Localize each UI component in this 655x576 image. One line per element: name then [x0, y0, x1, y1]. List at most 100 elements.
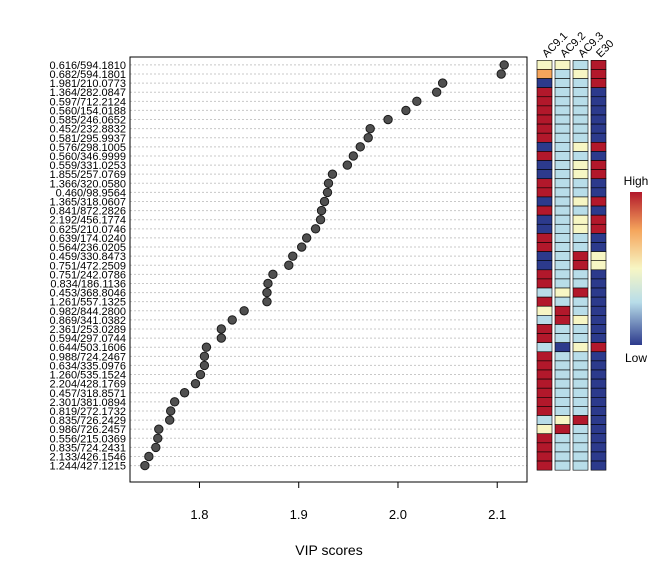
heatmap-cell: [572, 342, 589, 353]
heatmap-cell: [590, 114, 607, 125]
feature-label: 0.751/472.2509: [50, 260, 126, 272]
heatmap-cell: [590, 360, 607, 371]
heatmap-cell: [590, 60, 607, 70]
heatmap-cell: [536, 78, 553, 88]
feature-labels: 0.616/594.18100.682/594.18011.981/210.07…: [50, 60, 126, 473]
heatmap-cell: [536, 305, 553, 316]
feature-label: 0.559/331.0253: [50, 160, 126, 172]
heatmap-cell: [536, 333, 553, 343]
heatmap-cell: [590, 442, 607, 453]
heatmap-cell: [554, 96, 571, 107]
heatmap-cell: [572, 196, 589, 207]
vip-point: [301, 233, 312, 243]
heatmap-cell: [590, 69, 607, 79]
feature-label: 0.556/215.0369: [50, 433, 126, 445]
vip-point: [201, 342, 212, 352]
heatmap-cell: [590, 233, 607, 243]
x-tick-label: 1.8: [190, 507, 208, 522]
heatmap-cell: [572, 351, 589, 362]
heatmap-cell: [572, 315, 589, 325]
heatmap-cell: [572, 369, 589, 380]
heatmap-cell: [536, 460, 553, 471]
heatmap-cell: [554, 287, 571, 298]
heatmap-cell: [572, 187, 589, 198]
feature-label: 2.361/253.0289: [50, 324, 126, 336]
feature-label: 0.594/297.0744: [50, 333, 126, 345]
heatmap-cell: [572, 397, 589, 407]
heatmap-cell: [572, 114, 589, 125]
heatmap-cell: [572, 415, 589, 425]
heatmap-cell: [554, 123, 571, 134]
legend-high-label: High: [624, 174, 649, 188]
feature-label: 0.682/594.1801: [50, 69, 126, 81]
feature-label: 0.835/724.2431: [50, 442, 126, 454]
heatmap-cell: [572, 278, 589, 289]
heatmap-cell: [554, 69, 571, 79]
heatmap-cell: [536, 342, 553, 353]
vip-point: [342, 160, 353, 170]
heatmap-cell: [536, 278, 553, 289]
legend-color-bar: [630, 192, 642, 345]
heatmap-cell: [590, 223, 607, 234]
feature-label: 2.204/428.1769: [50, 379, 126, 391]
heatmap-cell: [554, 278, 571, 289]
vip-point: [316, 205, 327, 216]
heatmap-cell: [572, 378, 589, 389]
x-tick-label: 2.0: [389, 507, 407, 522]
heatmap-cell: [554, 151, 571, 161]
heatmap-cell: [572, 178, 589, 189]
feature-label: 0.576/298.1005: [50, 142, 126, 154]
feature-label: 1.364/282.0847: [50, 87, 126, 99]
x-axis: 1.8 1.9 2.0 2.1: [190, 481, 506, 522]
heatmap-cell: [554, 114, 571, 125]
heatmap-cell: [572, 324, 589, 334]
vip-point: [348, 151, 359, 161]
heatmap-cell: [572, 214, 589, 225]
vip-point: [437, 78, 448, 88]
heatmap-cell: [536, 287, 553, 298]
x-axis-title: VIP scores: [295, 542, 362, 558]
vip-point: [284, 260, 294, 270]
heatmap-cell: [590, 415, 607, 425]
heatmap-cell: [590, 123, 607, 134]
heatmap-cell: [536, 387, 553, 398]
vip-point: [140, 460, 150, 471]
vip-point: [239, 306, 249, 316]
heatmap-cell: [572, 333, 589, 343]
vip-point: [153, 433, 163, 443]
heatmap-cell: [554, 233, 571, 243]
heatmap-cell: [590, 333, 607, 343]
heatmap-cell: [590, 278, 607, 289]
feature-label: 0.457/318.8571: [50, 388, 126, 400]
heatmap-cell: [590, 424, 607, 435]
heatmap-cell: [590, 169, 607, 180]
feature-label: 0.597/712.2124: [50, 96, 126, 108]
color-legend: High Low: [624, 174, 649, 365]
heatmap-cell: [536, 433, 553, 444]
heatmap-cell: [536, 223, 553, 234]
heatmap-cell: [572, 287, 589, 298]
heatmap-cell: [572, 78, 589, 88]
heatmap-cell: [572, 305, 589, 316]
heatmap-cell: [536, 360, 553, 371]
heatmap-cell: [536, 214, 553, 225]
heatmap-cell: [554, 305, 571, 316]
heatmap-cell: [590, 196, 607, 207]
heatmap-cell: [536, 260, 553, 271]
feature-label: 0.581/295.9937: [50, 133, 126, 145]
vip-point: [431, 87, 442, 97]
heatmap-cell: [554, 360, 571, 371]
heatmap-cell: [572, 69, 589, 79]
vip-point: [154, 424, 164, 434]
feature-label: 1.981/210.0773: [50, 78, 126, 90]
heatmap-cell: [536, 315, 553, 325]
heatmap-cell: [536, 60, 553, 70]
vip-point: [401, 105, 411, 116]
heatmap-cell: [536, 132, 553, 143]
heatmap-cell: [572, 387, 589, 398]
vip-point: [179, 388, 190, 398]
heatmap-cell: [590, 369, 607, 380]
heatmap-cell: [590, 242, 607, 252]
heatmap-cell: [554, 242, 571, 252]
feature-label: 0.564/236.0205: [50, 242, 126, 254]
